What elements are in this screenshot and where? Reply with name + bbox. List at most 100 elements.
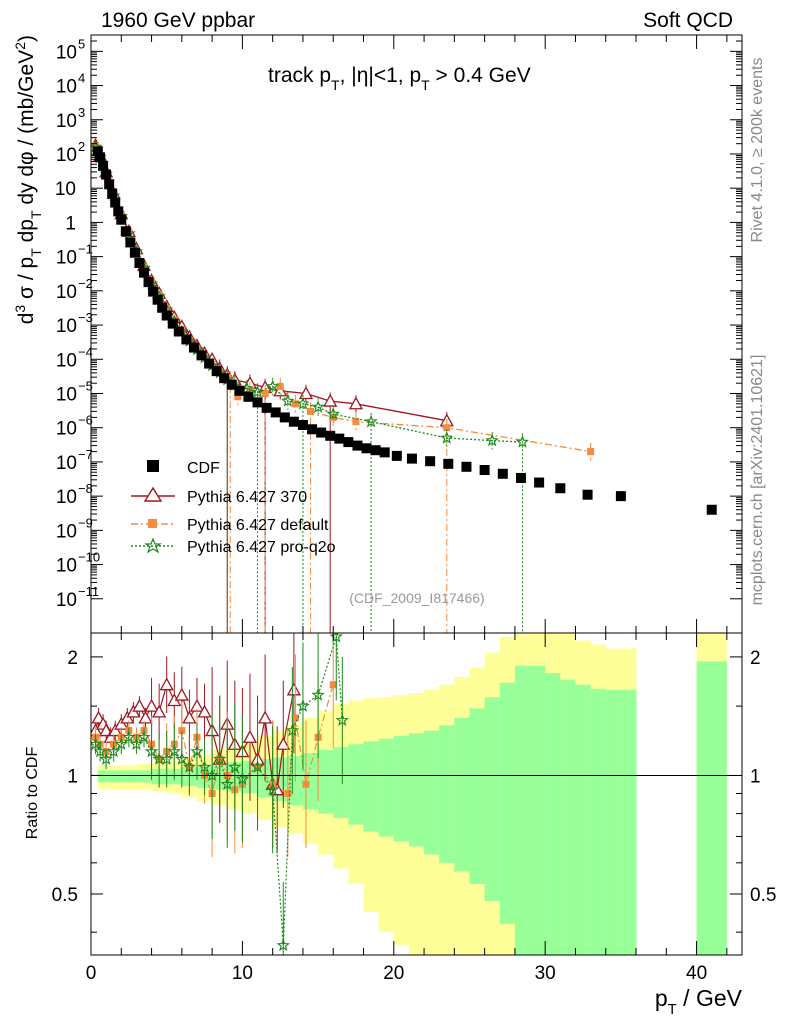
main-y-tick-label: 10 [56,556,77,577]
band-green-bin [469,708,486,885]
main-y-tick-label: 10 [56,248,77,269]
band-green-bin [484,697,501,901]
ratio-point [152,704,167,718]
data-point [291,400,299,408]
ratio-point [276,938,290,952]
data-point [196,350,207,361]
band-green-bin [106,770,122,783]
band-green-bin [424,730,440,855]
ratio-point [175,752,189,765]
data-point [343,437,354,448]
ratio-y-tick-label-right: 2 [750,648,761,669]
ratio-point [182,760,197,773]
data-point [219,373,230,384]
main-y-tick-exponent: −4 [78,344,93,359]
data-point [361,443,372,454]
main-y-tick-label: 10 [56,77,77,98]
header-right: Soft QCD [643,9,733,32]
ratio-point [160,752,174,765]
data-point [226,379,237,390]
data-point [316,427,327,438]
data-point [116,214,127,225]
data-point [120,226,131,237]
legend-label-pythia370: Pythia 6.427 370 [187,489,307,506]
band-green-bin [408,733,425,847]
data-point [138,267,149,278]
ratio-point [286,682,301,696]
x-axis-label: pT / GeV [655,985,743,1018]
data-point [534,477,545,488]
ratio-point [250,760,265,773]
data-point [181,334,192,345]
x-tick-label: 30 [535,963,556,984]
data-point [204,358,215,369]
ratio-point [144,698,159,712]
main-y-tick-label: 10 [56,521,77,542]
data-point [391,450,402,461]
data-point [323,393,338,407]
data-point [265,379,280,393]
band-green-bin [590,688,607,955]
ratio-point [205,768,219,782]
main-y-tick-exponent: −9 [78,515,93,530]
data-point [92,146,103,157]
data-point [161,310,172,321]
data-point [261,389,269,397]
data-point [276,383,284,391]
data-point [261,402,272,413]
data-point [370,445,381,456]
ratio-point [91,737,103,750]
data-point [104,179,115,190]
ratio-point [329,681,337,689]
ratio-point [138,710,153,724]
data-point [157,302,168,313]
ratio-y-tick-label-right: 1 [750,766,761,787]
ratio-y-axis-label: Ratio to CDF [24,747,41,840]
ratio-point [291,714,299,722]
ratio-point [335,713,349,727]
ratio-point [137,730,151,743]
data-point [379,447,390,458]
data-point [95,152,106,163]
ratio-point [258,710,273,724]
main-y-tick-exponent: 3 [78,105,85,120]
band-green-bin [605,689,622,955]
data-point [515,472,526,483]
band-green-bin [696,661,727,955]
ratio-point [178,727,186,735]
main-y-tick-label: 10 [56,350,77,371]
data-point [425,456,436,467]
band-green-bin [136,770,153,783]
data-point [307,407,315,415]
series-line [94,145,591,453]
main-y-tick-label: 10 [56,590,77,611]
ratio-y-tick-label-left: 2 [67,648,78,669]
ratio-ticks: 0.5 0.51 12 20 10 20 30 40 [52,633,776,984]
ratio-plot-frame [90,632,743,956]
main-series [91,137,717,633]
ratio-point [311,688,325,701]
rivet-label: Rivet 4.1.0, ≥ 200k events [749,58,766,243]
data-point [101,169,112,180]
ratio-point [132,698,147,712]
main-y-tick-exponent: −11 [78,584,99,599]
main-y-tick-exponent: −2 [78,276,93,291]
ratio-y-tick-label-left: 1 [67,766,78,787]
x-tick-label: 40 [686,963,707,984]
main-y-tick-label: 10 [56,145,77,166]
header-left: 1960 GeV ppbar [101,9,255,32]
data-point [243,391,254,402]
main-y-tick-exponent: −1 [78,242,93,257]
ratio-point [197,704,212,718]
ratio-point [108,723,123,737]
ratio-series-2 [91,633,349,955]
data-point [307,424,318,435]
data-point [485,433,499,447]
ratio-point [122,730,136,743]
main-y-tick-exponent: −3 [78,310,93,325]
main-series-1 [91,137,454,633]
main-y-tick-label: 10 [56,111,77,132]
main-y-tick-exponent: 2 [78,139,85,154]
data-point [234,393,242,401]
